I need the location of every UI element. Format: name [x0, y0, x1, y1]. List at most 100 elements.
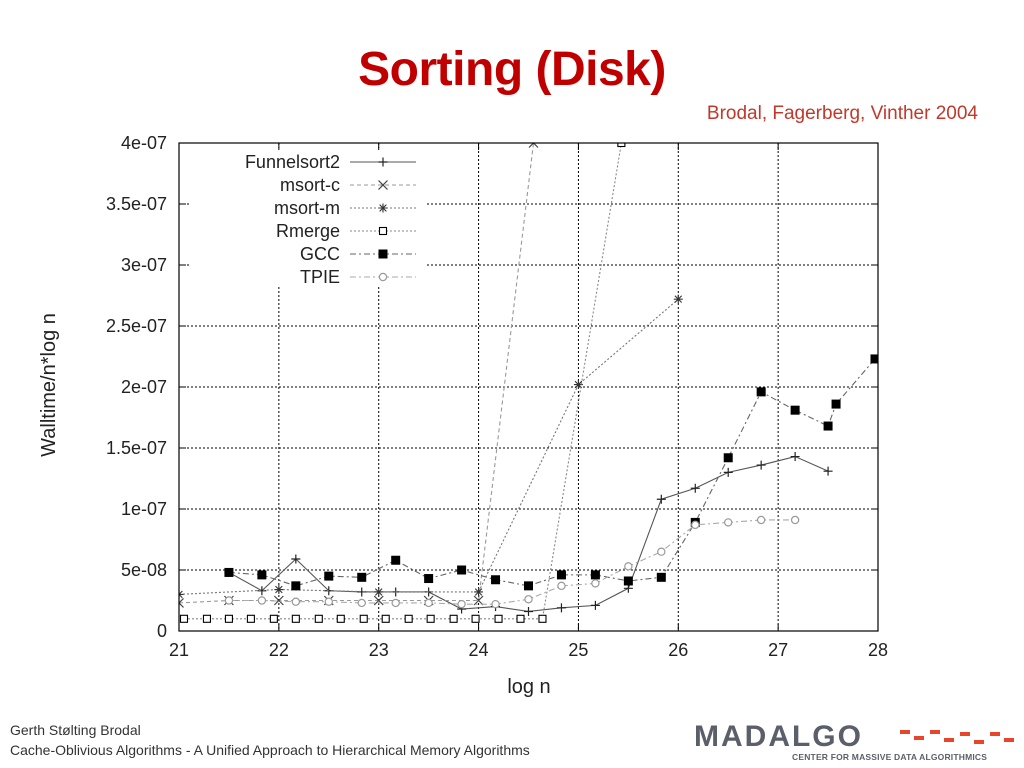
legend-label: msort-m [274, 198, 340, 218]
y-tick-label: 3.5e-07 [106, 194, 167, 214]
series-line [228, 519, 796, 605]
data-point [391, 598, 400, 608]
data-point [756, 515, 766, 525]
y-tick-label: 4e-07 [121, 133, 167, 153]
data-point [823, 466, 833, 476]
data-point [494, 614, 503, 623]
data-point [273, 595, 284, 606]
legend-marker [378, 180, 388, 190]
data-point [831, 399, 841, 409]
data-point [404, 614, 413, 623]
x-tick-label: 24 [469, 640, 489, 660]
data-point [224, 596, 234, 605]
data-point [457, 565, 467, 575]
data-point [690, 483, 700, 493]
legend-item: msort-m [274, 198, 416, 218]
data-point [373, 595, 384, 606]
data-point [424, 574, 434, 584]
legend-item: msort-c [280, 175, 416, 195]
data-point [756, 387, 766, 397]
data-point [516, 614, 525, 623]
data-point [590, 600, 600, 610]
data-point [870, 354, 878, 364]
y-tick-label: 3e-07 [121, 255, 167, 275]
data-point [426, 614, 435, 623]
madalgo-logo: MADALGO CENTER FOR MASSIVE DATA ALGORITH… [694, 720, 1014, 764]
logo-wordmark: MADALGO [694, 720, 863, 753]
legend-item: GCC [300, 244, 416, 264]
series-msort-m [179, 294, 683, 599]
x-tick-label: 21 [169, 640, 189, 660]
legend-label: TPIE [300, 267, 340, 287]
data-point [246, 614, 255, 623]
legend-marker [378, 272, 388, 282]
x-axis-label: log n [507, 676, 550, 698]
series-gcc [224, 354, 878, 591]
data-point [274, 585, 284, 595]
citation: Brodal, Fagerberg, Vinther 2004 [706, 103, 978, 124]
data-point [474, 587, 484, 597]
data-point [656, 572, 666, 582]
data-point [374, 587, 384, 597]
y-tick-label: 0 [157, 621, 167, 641]
data-point [357, 572, 367, 582]
data-point [538, 614, 547, 623]
data-point [269, 614, 278, 623]
data-point [656, 494, 666, 504]
data-point [556, 570, 566, 580]
legend-label: msort-c [280, 175, 340, 195]
series-funnelsort2 [224, 452, 833, 616]
data-point [449, 614, 458, 623]
data-point [673, 294, 683, 304]
data-point [591, 579, 600, 588]
legend: Funnelsort2 msort-c msort-m Rmerge GCC TPIE [190, 148, 426, 287]
data-point [314, 614, 323, 623]
data-point [291, 554, 301, 564]
data-point [336, 614, 345, 623]
legend-label: Funnelsort2 [245, 152, 340, 172]
data-point [557, 581, 566, 591]
data-point [359, 614, 368, 623]
data-point [424, 598, 433, 608]
data-point [590, 570, 600, 580]
data-point [790, 405, 800, 415]
data-point [224, 614, 233, 623]
data-point [324, 597, 333, 606]
data-point [617, 143, 626, 148]
data-point [723, 467, 733, 477]
series-msort-c [179, 143, 539, 608]
data-point [471, 614, 480, 623]
data-point [357, 587, 367, 597]
series-line [179, 143, 535, 604]
logo-tagline: CENTER FOR MASSIVE DATA ALGORITHMICS [792, 752, 988, 762]
y-tick-label: 5e-08 [121, 560, 167, 580]
legend-marker [378, 203, 388, 213]
data-point [457, 599, 466, 609]
data-point [790, 515, 800, 525]
data-point [691, 520, 700, 530]
data-point [524, 606, 533, 616]
series-tpie [224, 515, 800, 609]
logo-dashes-icon [900, 730, 1014, 744]
legend-item: Funnelsort2 [245, 152, 416, 172]
data-point [657, 547, 666, 556]
data-point [224, 567, 234, 577]
data-point [324, 571, 334, 581]
x-tick-label: 27 [768, 640, 788, 660]
y-tick-label: 2.5e-07 [106, 316, 167, 336]
y-tick-label: 2e-07 [121, 377, 167, 397]
series-rmerge [179, 143, 626, 623]
x-tick-label: 25 [568, 640, 588, 660]
series-line [228, 358, 876, 587]
series-group [179, 143, 878, 623]
legend-label: GCC [300, 244, 340, 264]
legend-item: TPIE [300, 267, 416, 287]
data-point [573, 380, 583, 390]
data-point [524, 595, 533, 604]
legend-marker [378, 249, 388, 259]
x-tick-label: 28 [868, 640, 888, 660]
data-point [179, 614, 189, 623]
data-point [491, 599, 500, 609]
data-point [528, 143, 539, 148]
data-point [179, 598, 184, 608]
